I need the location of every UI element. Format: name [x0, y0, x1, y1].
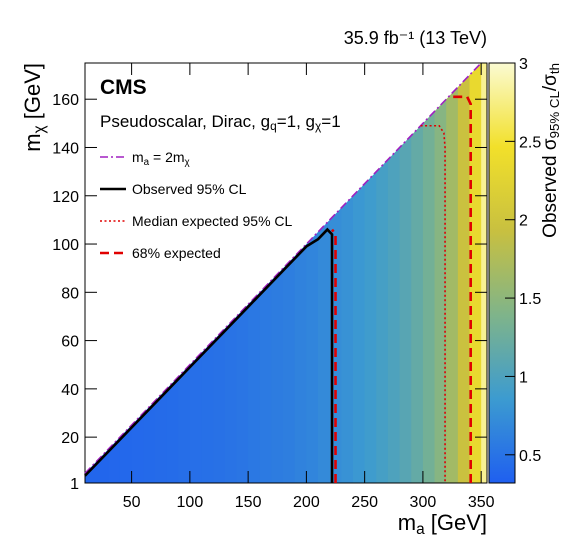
- x-tick-label: 350: [468, 494, 495, 511]
- plot-frame: [84, 62, 488, 484]
- text-part: q: [270, 119, 277, 133]
- contour-line: [84, 62, 482, 474]
- y-axis-label: mχ [GeV]: [20, 63, 48, 152]
- text-part: 95% CL: [547, 91, 562, 138]
- x-tick-label: 150: [235, 494, 262, 511]
- text-part: Observed σ: [540, 138, 561, 238]
- text-part: th: [547, 63, 562, 74]
- text-part: a: [144, 157, 150, 168]
- text-part: [GeV]: [425, 510, 487, 535]
- contour-line: [84, 227, 334, 483]
- heat-cell: [353, 63, 366, 483]
- z-tick-label: 2: [519, 213, 528, 230]
- y-tick-label: 160: [52, 92, 79, 109]
- heat-cell: [469, 63, 482, 483]
- y-tick-label: 140: [52, 140, 79, 157]
- heat-cell: [481, 63, 487, 483]
- y-tick-label: 20: [61, 430, 79, 447]
- text-part: m: [398, 510, 416, 535]
- legend: ma = 2mχ Observed 95% CL Median expected 9…: [100, 149, 293, 261]
- text-part: χ: [185, 157, 191, 168]
- contour-line: [420, 124, 446, 483]
- z-tick-label: 0.5: [519, 448, 541, 465]
- chart-title: 35.9 fb⁻¹ (13 TeV): [344, 28, 487, 48]
- text-part: =1, g: [277, 112, 315, 131]
- text-part: m: [20, 133, 45, 151]
- y-tick-label: 1: [70, 476, 79, 493]
- heat-cell: [399, 63, 412, 483]
- x-tick-label: 100: [177, 494, 204, 511]
- x-tick-label: 200: [293, 494, 320, 511]
- z-tick-label: 3: [519, 56, 528, 73]
- heat-cell: [457, 63, 471, 483]
- legend-label: ma = 2mχ: [132, 149, 191, 168]
- heat-cell: [411, 63, 424, 483]
- legend-label: Observed 95% CL: [132, 181, 247, 197]
- experiment-label: CMS: [100, 76, 147, 99]
- y-tick-label: 60: [61, 334, 79, 351]
- y-tick-label: 40: [61, 382, 79, 399]
- heat-cell: [341, 63, 354, 483]
- text-part: Pseudoscalar, Dirac, g: [100, 112, 270, 131]
- contour-line: [330, 95, 472, 483]
- heat-cell: [446, 63, 459, 483]
- z-tick-label: 2.5: [519, 134, 541, 151]
- x-tick-label: 50: [123, 494, 141, 511]
- heat-cell: [422, 63, 436, 483]
- heat-cell: [364, 63, 377, 483]
- y-tick-label: 80: [61, 285, 79, 302]
- heat-cell: [434, 63, 447, 483]
- z-tick-label: 1: [519, 369, 528, 386]
- text-part: /σ: [540, 74, 561, 91]
- text-part: [GeV]: [20, 63, 45, 125]
- y-tick-label: 120: [52, 189, 79, 206]
- text-part: χ: [315, 119, 322, 133]
- x-tick-label: 300: [410, 494, 437, 511]
- z-tick-label: 1.5: [519, 291, 541, 308]
- text-part: = 2m: [149, 149, 184, 165]
- colorbar-label: Observed σ95% CL/σth: [540, 63, 562, 238]
- text-part: χ: [31, 125, 48, 133]
- heat-cell: [387, 63, 401, 483]
- legend-label: 68% expected: [132, 245, 221, 261]
- x-tick-label: 250: [351, 494, 378, 511]
- text-part: m: [132, 149, 144, 165]
- text-part: a: [416, 521, 425, 538]
- colorbar: [488, 62, 516, 484]
- y-tick-label: 100: [52, 237, 79, 254]
- heat-cell: [376, 63, 389, 483]
- legend-label: Median expected 95% CL: [132, 213, 293, 229]
- heat-cell: [85, 63, 98, 483]
- text-part: =1: [321, 112, 340, 131]
- subtitle: Pseudoscalar, Dirac, gq=1, gχ=1: [100, 112, 341, 133]
- x-axis-label: ma [GeV]: [398, 510, 487, 538]
